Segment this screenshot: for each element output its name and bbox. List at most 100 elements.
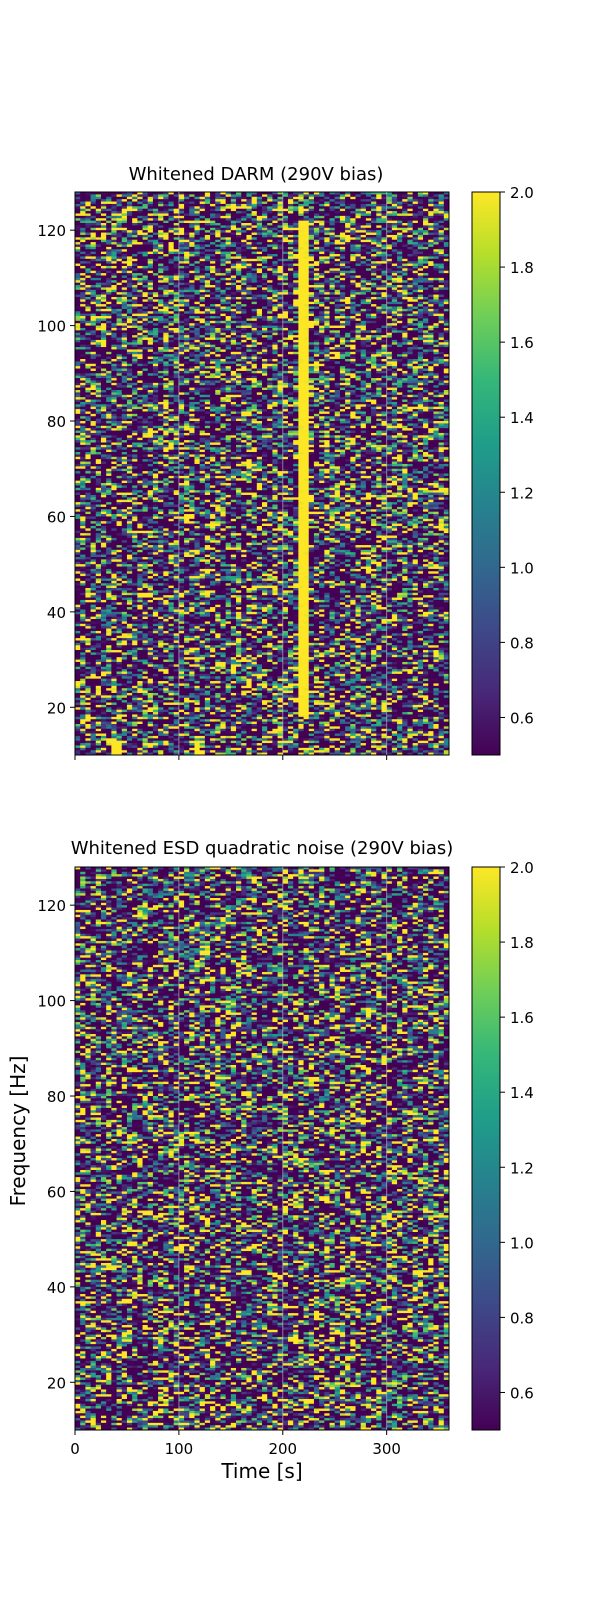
- heatmap-cell: [96, 233, 102, 236]
- heatmap-cell: [148, 335, 154, 338]
- heatmap-cell: [298, 330, 304, 333]
- heatmap-cell: [117, 349, 123, 352]
- heatmap-cell: [210, 249, 216, 252]
- heatmap-cell: [392, 352, 398, 355]
- heatmap-cell: [428, 309, 434, 312]
- heatmap-cell: [283, 259, 289, 262]
- heatmap-cell: [231, 233, 237, 236]
- heatmap-cell: [252, 199, 258, 202]
- heatmap-cell: [236, 240, 242, 243]
- heatmap-cell: [158, 309, 164, 312]
- heatmap-cell: [319, 292, 325, 295]
- heatmap-cell: [257, 326, 263, 329]
- heatmap-cell: [205, 352, 211, 355]
- heatmap-cell: [226, 233, 232, 236]
- heatmap-cell: [304, 347, 310, 350]
- heatmap-cell: [335, 230, 341, 233]
- heatmap-cell: [330, 211, 336, 214]
- heatmap-cell: [350, 299, 356, 302]
- heatmap-cell: [158, 345, 164, 348]
- heatmap-cell: [387, 259, 393, 262]
- heatmap-cell: [137, 242, 143, 245]
- heatmap-cell: [402, 330, 408, 333]
- heatmap-cell: [319, 235, 325, 238]
- heatmap-cell: [153, 259, 159, 262]
- heatmap-cell: [267, 209, 273, 212]
- heatmap-cell: [428, 328, 434, 331]
- heatmap-cell: [137, 264, 143, 267]
- heatmap-cell: [413, 352, 419, 355]
- heatmap-cell: [397, 233, 403, 236]
- heatmap-cell: [236, 328, 242, 331]
- heatmap-cell: [163, 247, 169, 250]
- heatmap-cell: [439, 228, 445, 231]
- heatmap-cell: [252, 323, 258, 326]
- heatmap-cell: [335, 268, 341, 271]
- heatmap-cell: [210, 211, 216, 214]
- heatmap-cell: [402, 242, 408, 245]
- heatmap-cell: [91, 302, 97, 305]
- heatmap-cell: [158, 194, 164, 197]
- heatmap-cell: [127, 211, 133, 214]
- heatmap-cell: [330, 247, 336, 250]
- heatmap-cell: [361, 304, 367, 307]
- heatmap-cell: [397, 333, 403, 336]
- heatmap-cell: [137, 249, 143, 252]
- heatmap-cell: [246, 283, 252, 286]
- heatmap-cell: [85, 264, 91, 267]
- heatmap-cell: [433, 244, 439, 247]
- heatmap-cell: [288, 228, 294, 231]
- heatmap-cell: [246, 259, 252, 262]
- heatmap-cell: [407, 271, 413, 274]
- heatmap-cell: [345, 254, 351, 257]
- heatmap-cell: [272, 297, 278, 300]
- heatmap-cell: [143, 204, 149, 207]
- heatmap-cell: [106, 338, 112, 341]
- heatmap-cell: [96, 338, 102, 341]
- heatmap-cell: [272, 240, 278, 243]
- heatmap-cell: [122, 340, 128, 343]
- heatmap-cell: [117, 240, 123, 243]
- heatmap-cell: [184, 261, 190, 264]
- heatmap-cell: [246, 349, 252, 352]
- heatmap-cell: [220, 216, 226, 219]
- heatmap-cell: [189, 285, 195, 288]
- heatmap-cell: [127, 259, 133, 262]
- heatmap-cell: [132, 211, 138, 214]
- heatmap-cell: [252, 254, 258, 257]
- heatmap-cell: [246, 304, 252, 307]
- heatmap-cell: [397, 278, 403, 281]
- heatmap-cell: [330, 197, 336, 200]
- heatmap-cell: [304, 204, 310, 207]
- heatmap-cell: [215, 338, 221, 341]
- heatmap-cell: [283, 213, 289, 216]
- heatmap-cell: [122, 242, 128, 245]
- heatmap-cell: [231, 211, 237, 214]
- heatmap-cell: [226, 271, 232, 274]
- heatmap-cell: [387, 299, 393, 302]
- heatmap-cell: [148, 247, 154, 250]
- heatmap-cell: [439, 276, 445, 279]
- heatmap-cell: [200, 194, 206, 197]
- heatmap-cell: [179, 271, 185, 274]
- heatmap-cell: [236, 292, 242, 295]
- heatmap-cell: [371, 252, 377, 255]
- heatmap-cell: [220, 302, 226, 305]
- heatmap-cell: [309, 249, 315, 252]
- heatmap-cell: [439, 299, 445, 302]
- heatmap-cell: [407, 213, 413, 216]
- heatmap-cell: [272, 256, 278, 259]
- heatmap-cell: [397, 342, 403, 345]
- heatmap-cell: [132, 202, 138, 205]
- heatmap-cell: [262, 297, 268, 300]
- heatmap-cell: [96, 199, 102, 202]
- heatmap-cell: [293, 225, 299, 228]
- heatmap-cell: [324, 233, 330, 236]
- heatmap-cell: [309, 230, 315, 233]
- heatmap-cell: [356, 304, 362, 307]
- heatmap-cell: [392, 307, 398, 310]
- heatmap-cell: [226, 242, 232, 245]
- heatmap-cell: [200, 316, 206, 319]
- heatmap-cell: [91, 347, 97, 350]
- heatmap-cell: [397, 259, 403, 262]
